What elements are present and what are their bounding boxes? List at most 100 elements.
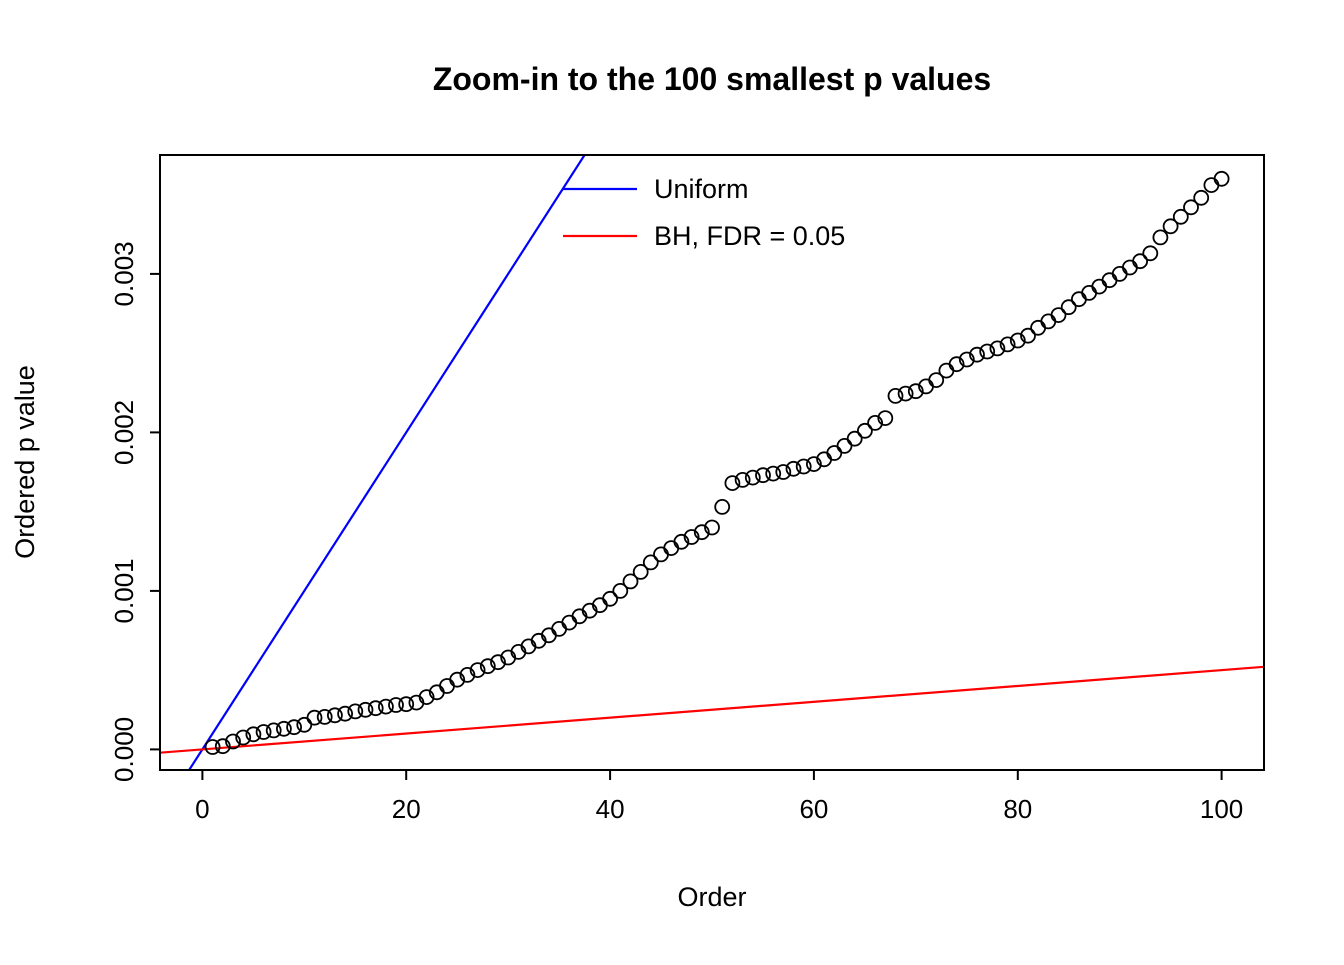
data-point	[1111, 265, 1128, 282]
data-point	[907, 383, 924, 400]
y-tick-label: 0.002	[109, 400, 139, 465]
data-point	[561, 614, 578, 631]
data-point	[683, 529, 700, 545]
y-tick-label: 0.003	[109, 241, 139, 306]
data-point	[1020, 327, 1036, 344]
data-point	[724, 475, 741, 492]
data-point	[632, 564, 649, 580]
data-point	[1030, 319, 1046, 336]
data-point	[999, 336, 1016, 353]
data-point	[265, 722, 282, 739]
data-point	[1162, 218, 1179, 235]
data-point	[857, 422, 873, 439]
data-point	[286, 719, 303, 736]
data-point	[846, 430, 863, 447]
data-point	[469, 662, 486, 678]
data-point	[214, 738, 231, 755]
data-point	[1060, 299, 1077, 316]
data-point	[1213, 170, 1230, 187]
plot-region	[160, 155, 1264, 770]
data-point	[204, 739, 221, 755]
data-point	[734, 471, 751, 488]
data-point	[795, 458, 812, 475]
x-tick-label: 100	[1200, 794, 1243, 824]
legend: Uniform BH, FDR = 0.05	[563, 174, 845, 251]
data-point	[1132, 253, 1148, 270]
data-point	[326, 707, 343, 724]
data-point	[306, 709, 323, 726]
data-point	[367, 700, 384, 717]
data-point	[1071, 291, 1087, 308]
legend-bh-label: BH, FDR = 0.05	[654, 221, 845, 251]
data-point	[1091, 278, 1108, 295]
data-point	[989, 340, 1006, 357]
data-point	[673, 533, 690, 550]
data-point	[275, 720, 292, 737]
data-point	[755, 467, 771, 484]
line-uniform	[187, 155, 586, 770]
data-point	[622, 573, 639, 590]
data-point	[1040, 313, 1057, 330]
chart-title: Zoom-in to the 100 smallest p values	[433, 61, 991, 97]
data-point	[1081, 284, 1097, 301]
data-point	[979, 343, 996, 360]
data-point	[479, 658, 496, 675]
y-tick-label: 0.000	[109, 717, 139, 782]
data-point	[1193, 189, 1210, 206]
y-tick-label: 0.001	[109, 558, 139, 623]
data-point	[1050, 307, 1067, 324]
data-point	[938, 362, 955, 379]
data-point	[439, 678, 455, 694]
data-point	[388, 697, 404, 713]
legend-uniform-label: Uniform	[654, 174, 749, 204]
data-point	[347, 703, 364, 720]
data-point	[235, 729, 252, 746]
data-point	[704, 519, 720, 536]
data-point	[1009, 332, 1026, 349]
data-point	[663, 540, 680, 556]
data-point	[255, 724, 272, 740]
data-point	[887, 387, 904, 404]
line-bh-fdr-0-05	[160, 665, 1264, 754]
data-point	[1183, 199, 1199, 216]
data-point	[602, 590, 618, 607]
data-point	[1172, 208, 1189, 225]
data-point	[449, 671, 466, 688]
data-point	[714, 498, 731, 515]
x-tick-label: 20	[392, 794, 421, 824]
data-point	[642, 554, 659, 571]
x-tick-label: 60	[799, 794, 828, 824]
data-point	[296, 716, 313, 733]
data-point	[459, 667, 476, 683]
data-point	[551, 621, 567, 637]
data-point	[806, 456, 822, 473]
data-point	[653, 546, 669, 563]
data-point	[225, 733, 241, 750]
data-point	[897, 385, 914, 402]
data-point	[744, 469, 761, 486]
data-point	[337, 705, 354, 722]
y-axis-title: Ordered p value	[10, 365, 40, 559]
data-point	[1152, 229, 1169, 246]
data-point	[867, 414, 883, 431]
data-point	[826, 445, 843, 461]
data-point	[1142, 245, 1159, 262]
data-point	[398, 696, 415, 713]
data-point	[836, 437, 853, 454]
data-point	[316, 709, 333, 725]
data-point	[958, 351, 975, 368]
data-point	[928, 372, 945, 389]
data-point	[377, 698, 394, 715]
data-point	[357, 701, 374, 718]
data-point	[1122, 259, 1138, 276]
data-point	[969, 346, 985, 363]
data-point	[877, 410, 894, 427]
x-tick-label: 0	[195, 794, 209, 824]
data-point	[418, 689, 435, 705]
data-point	[775, 464, 792, 480]
data-point	[490, 654, 506, 671]
data-point	[693, 524, 710, 541]
data-point	[612, 583, 629, 599]
